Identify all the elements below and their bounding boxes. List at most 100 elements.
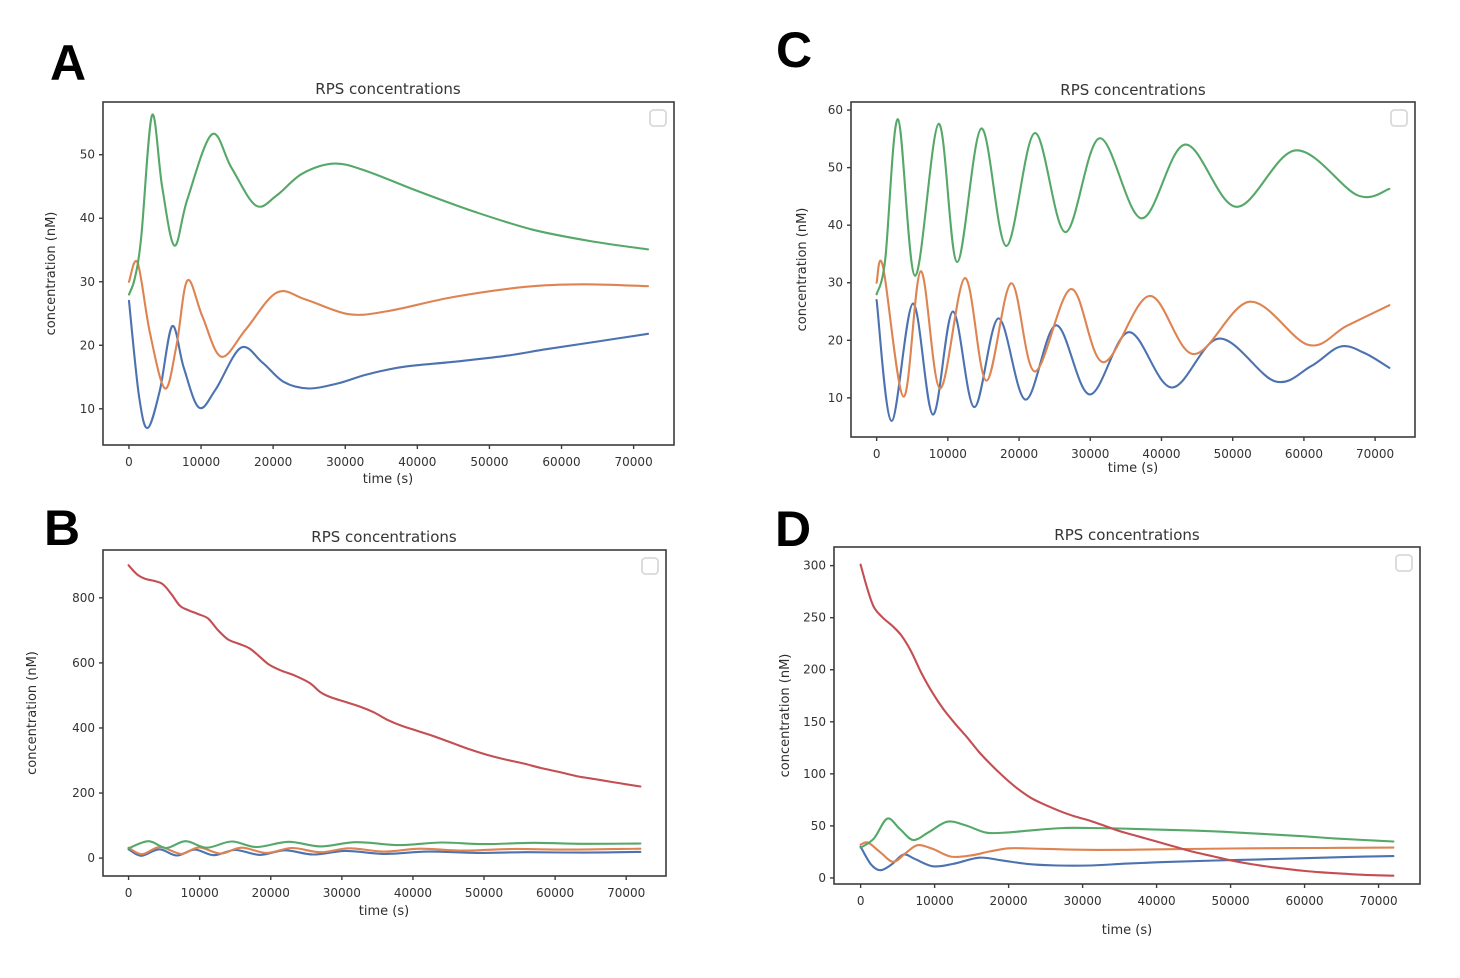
x-tick-label: 40000 (398, 455, 436, 469)
plot-area: 0 10000 20000 30000 40000 50000 60000 70000 0 50 1… (803, 546, 1421, 908)
y-tick-label: 600 (72, 656, 95, 670)
red-series-curve (127, 564, 642, 788)
x-tick-label: 10000 (929, 447, 967, 461)
green-series-curve (859, 817, 1395, 849)
x-tick-label: 0 (857, 894, 865, 908)
blue-series-curve (875, 298, 1391, 422)
y-tick-label: 20 (80, 338, 95, 352)
chart-title: RPS concentrations (1060, 81, 1206, 99)
panel-letter-a: A (50, 35, 86, 91)
y-tick-label: 100 (803, 767, 826, 781)
x-tick-label: 20000 (1000, 447, 1038, 461)
x-tick-label: 10000 (916, 894, 954, 908)
x-tick-label: 40000 (1142, 447, 1180, 461)
y-tick-label: 10 (80, 402, 95, 416)
x-tick-label: 10000 (181, 886, 219, 900)
chart-title: RPS concentrations (315, 80, 461, 98)
y-tick-label: 200 (72, 786, 95, 800)
x-tick-label: 50000 (470, 455, 508, 469)
green-series-curve (127, 113, 650, 296)
x-axis-label: time (s) (1108, 461, 1158, 476)
y-tick-label: 250 (803, 611, 826, 625)
orange-series-curve (859, 841, 1395, 863)
x-tick-label: 60000 (542, 455, 580, 469)
x-tick-label: 50000 (1214, 447, 1252, 461)
y-axis-label: concentration (nM) (44, 212, 59, 336)
y-axis-label: concentration (nM) (795, 208, 810, 332)
x-tick-label: 30000 (323, 886, 361, 900)
y-tick-label: 0 (818, 871, 826, 885)
y-tick-label: 10 (828, 391, 843, 405)
red-series-curve (859, 563, 1395, 877)
y-axis-label: concentration (nM) (778, 654, 793, 778)
y-tick-label: 60 (828, 103, 843, 117)
blue-series-curve (127, 848, 642, 857)
chart-title: RPS concentrations (1054, 526, 1200, 544)
x-axis-label: time (s) (1102, 923, 1152, 938)
x-tick-label: 60000 (536, 886, 574, 900)
x-tick-label: 70000 (607, 886, 645, 900)
y-tick-label: 40 (80, 211, 95, 225)
panel-letter-b: B (44, 500, 80, 556)
x-tick-label: 30000 (326, 455, 364, 469)
x-tick-label: 30000 (1064, 894, 1102, 908)
y-tick-label: 50 (80, 148, 95, 162)
orange-series-curve (875, 259, 1391, 398)
panel-A: A RPS concentrations time (s) concentrat… (44, 35, 675, 487)
x-tick-label: 50000 (1211, 894, 1249, 908)
x-axis-label: time (s) (363, 472, 413, 487)
blue-series-curve (859, 845, 1395, 872)
y-tick-label: 200 (803, 663, 826, 677)
y-tick-label: 400 (72, 721, 95, 735)
legend-box (641, 557, 659, 575)
legend-box (1390, 109, 1408, 127)
x-tick-label: 0 (125, 455, 133, 469)
panel-letter-c: C (776, 22, 812, 78)
plot-area: 0 10000 20000 30000 40000 50000 60000 70000 10 20… (828, 101, 1416, 461)
axes-frame (102, 549, 667, 877)
x-tick-label: 40000 (1138, 894, 1176, 908)
legend-box (649, 109, 667, 127)
x-tick-label: 50000 (465, 886, 503, 900)
y-tick-label: 30 (80, 275, 95, 289)
x-tick-label: 60000 (1285, 894, 1323, 908)
y-tick-label: 150 (803, 715, 826, 729)
x-tick-label: 20000 (990, 894, 1028, 908)
y-tick-label: 50 (828, 161, 843, 175)
plot-area: 0 10000 20000 30000 40000 50000 60000 70000 10 20… (80, 101, 675, 469)
x-axis-label: time (s) (359, 904, 409, 919)
panel-C: C RPS concentrations time (s) concentrat… (776, 22, 1416, 476)
x-tick-label: 0 (873, 447, 881, 461)
x-tick-label: 40000 (394, 886, 432, 900)
legend-box (1395, 554, 1413, 572)
y-tick-label: 20 (828, 333, 843, 347)
axes-frame (102, 101, 675, 446)
x-tick-label: 20000 (252, 886, 290, 900)
y-tick-label: 300 (803, 559, 826, 573)
chart-title: RPS concentrations (311, 528, 457, 546)
green-series-curve (127, 840, 642, 850)
x-tick-label: 10000 (182, 455, 220, 469)
x-tick-label: 70000 (615, 455, 653, 469)
x-tick-label: 30000 (1071, 447, 1109, 461)
x-tick-label: 70000 (1359, 894, 1397, 908)
x-tick-label: 0 (125, 886, 133, 900)
orange-series-curve (127, 845, 642, 856)
x-tick-label: 20000 (254, 455, 292, 469)
plot-area: 0 10000 20000 30000 40000 50000 60000 70000 0 200… (72, 549, 667, 900)
panel-letter-d: D (775, 501, 811, 557)
y-tick-label: 30 (828, 276, 843, 290)
x-tick-label: 70000 (1356, 447, 1394, 461)
panel-D: D RPS concentrations time (s) concentrat… (775, 501, 1421, 938)
green-series-curve (875, 118, 1391, 296)
panel-B: B RPS concentrations time (s) concentrat… (25, 500, 667, 919)
blue-series-curve (127, 299, 650, 429)
y-axis-label: concentration (nM) (25, 651, 40, 775)
y-tick-label: 800 (72, 591, 95, 605)
orange-series-curve (127, 259, 650, 390)
y-tick-label: 40 (828, 218, 843, 232)
x-tick-label: 60000 (1285, 447, 1323, 461)
y-tick-label: 0 (87, 851, 95, 865)
